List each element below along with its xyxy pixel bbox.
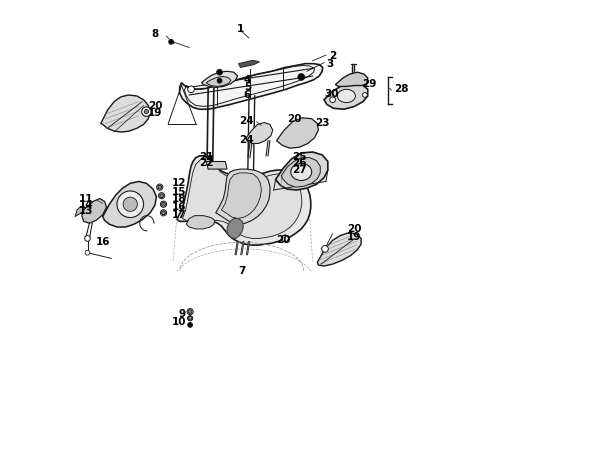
- Text: 7: 7: [239, 266, 246, 276]
- Ellipse shape: [141, 107, 151, 116]
- Polygon shape: [177, 156, 311, 245]
- Text: 10: 10: [171, 317, 186, 327]
- Text: 23: 23: [316, 118, 330, 129]
- Text: 27: 27: [293, 165, 307, 175]
- Text: 20: 20: [148, 101, 163, 112]
- Text: 16: 16: [96, 237, 110, 247]
- Polygon shape: [239, 60, 259, 67]
- Polygon shape: [101, 95, 150, 132]
- Circle shape: [158, 185, 162, 189]
- Circle shape: [330, 97, 335, 103]
- Polygon shape: [103, 181, 157, 227]
- Text: 30: 30: [325, 89, 339, 99]
- Circle shape: [217, 78, 222, 83]
- Text: 13: 13: [79, 206, 93, 216]
- Polygon shape: [206, 162, 227, 169]
- Text: 18: 18: [172, 194, 187, 205]
- Text: 28: 28: [394, 84, 408, 95]
- Polygon shape: [201, 71, 237, 87]
- Text: 1: 1: [237, 24, 244, 35]
- Circle shape: [322, 246, 328, 252]
- Text: 9: 9: [179, 309, 186, 320]
- Ellipse shape: [144, 110, 149, 114]
- Polygon shape: [246, 123, 273, 143]
- Ellipse shape: [187, 309, 193, 315]
- Text: 5: 5: [244, 82, 252, 93]
- Text: 6: 6: [244, 90, 250, 100]
- Text: 12: 12: [172, 178, 187, 189]
- Ellipse shape: [160, 210, 166, 216]
- Polygon shape: [335, 72, 368, 86]
- Circle shape: [188, 87, 193, 92]
- Text: 17: 17: [172, 209, 187, 220]
- Polygon shape: [282, 158, 320, 187]
- Text: 25: 25: [293, 152, 307, 162]
- Polygon shape: [180, 64, 323, 109]
- Circle shape: [160, 194, 163, 198]
- Text: 24: 24: [239, 134, 254, 145]
- Circle shape: [85, 250, 90, 255]
- Ellipse shape: [187, 315, 193, 321]
- Text: 20: 20: [347, 224, 361, 234]
- Circle shape: [217, 69, 222, 75]
- Circle shape: [188, 310, 192, 314]
- Circle shape: [162, 211, 165, 215]
- Ellipse shape: [188, 86, 195, 93]
- Ellipse shape: [159, 193, 165, 199]
- Circle shape: [296, 169, 301, 175]
- Text: 19: 19: [148, 108, 163, 118]
- Circle shape: [298, 74, 305, 80]
- Polygon shape: [227, 218, 244, 238]
- Text: 29: 29: [362, 78, 376, 89]
- Polygon shape: [275, 152, 328, 190]
- Ellipse shape: [160, 201, 166, 207]
- Circle shape: [282, 235, 288, 242]
- Ellipse shape: [117, 191, 144, 218]
- Polygon shape: [222, 173, 261, 219]
- Polygon shape: [82, 199, 106, 223]
- Polygon shape: [186, 216, 215, 229]
- Ellipse shape: [291, 163, 312, 180]
- Text: 8: 8: [152, 29, 159, 39]
- Polygon shape: [182, 158, 302, 238]
- Circle shape: [188, 323, 193, 327]
- Text: 2: 2: [329, 51, 336, 61]
- Text: 4: 4: [244, 75, 251, 85]
- Text: 20: 20: [277, 235, 291, 246]
- Text: 26: 26: [293, 158, 307, 169]
- Polygon shape: [206, 76, 231, 86]
- Circle shape: [84, 236, 91, 241]
- Polygon shape: [318, 233, 361, 266]
- Text: 14: 14: [78, 200, 93, 210]
- Circle shape: [188, 316, 192, 320]
- Text: 19: 19: [347, 231, 361, 242]
- Polygon shape: [216, 169, 270, 224]
- Circle shape: [162, 202, 165, 206]
- Text: 11: 11: [79, 194, 93, 205]
- Polygon shape: [324, 83, 368, 109]
- Text: 15: 15: [172, 187, 187, 197]
- Ellipse shape: [123, 197, 137, 211]
- Polygon shape: [277, 118, 318, 148]
- Circle shape: [207, 155, 212, 160]
- Polygon shape: [75, 206, 84, 217]
- Text: 24: 24: [239, 115, 254, 126]
- Text: 22: 22: [199, 158, 214, 169]
- Ellipse shape: [337, 89, 356, 103]
- Text: 21: 21: [199, 152, 214, 162]
- Text: 20: 20: [287, 114, 301, 124]
- Circle shape: [362, 93, 367, 97]
- Text: 3: 3: [326, 58, 334, 69]
- Circle shape: [169, 39, 173, 44]
- Text: 16: 16: [172, 202, 187, 212]
- Ellipse shape: [157, 184, 163, 190]
